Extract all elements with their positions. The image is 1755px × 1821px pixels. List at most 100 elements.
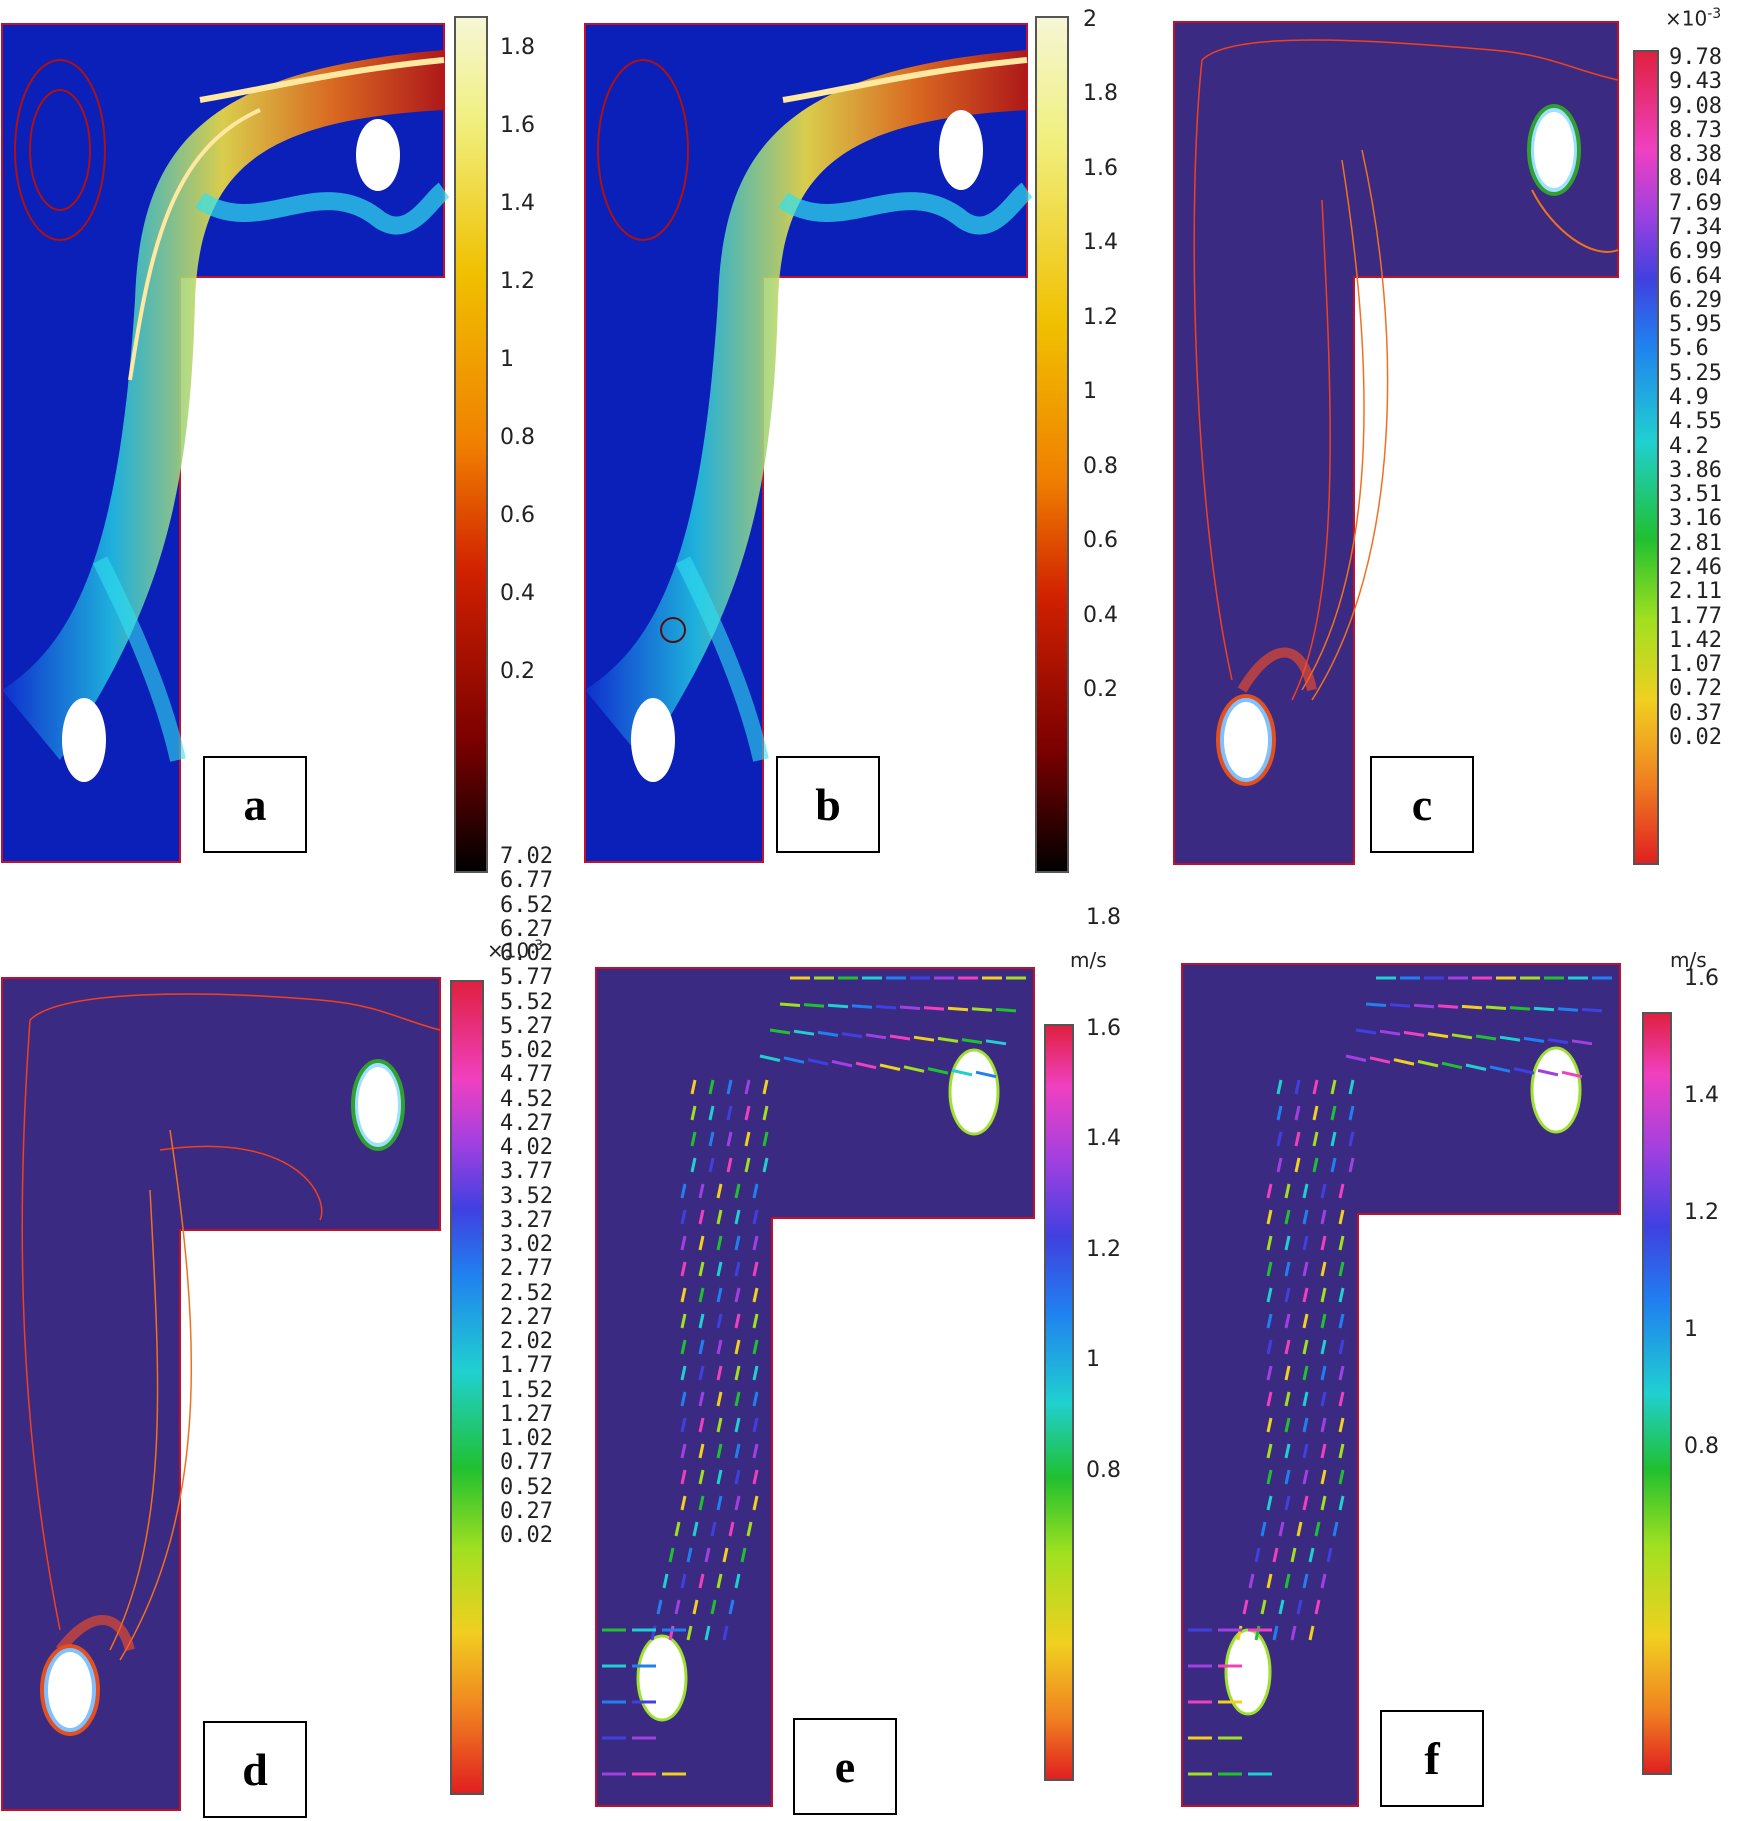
colorbar-d-tick: 0.02 [500,1523,553,1548]
velocity-arrow [1338,1391,1345,1407]
velocity-arrow [1523,1036,1545,1043]
velocity-arrow [708,1079,715,1095]
colorbar-f-tick: 0.8 [1684,1434,1719,1459]
velocity-arrow [698,1209,705,1225]
velocity-arrow [1338,1235,1345,1251]
colorbar-d-tick: 0.77 [500,1450,553,1476]
velocity-arrow [1302,1183,1309,1199]
panel-label-b: b [776,756,880,853]
colorbar-b-tick: 1.8 [1083,81,1118,107]
velocity-arrow [1266,1287,1273,1303]
velocity-arrow [728,1521,735,1537]
panel-d: d ×10-3 7.02 6.77 6.52 6.27 6.02 5.77 5.52 5.27… [0,844,583,1821]
velocity-arrow [710,1599,717,1615]
velocity-arrow [1330,1079,1337,1095]
colorbar-c-tick: 4.55 [1669,409,1722,435]
velocity-arrow [1320,1443,1327,1459]
velocity-arrow [728,1599,735,1615]
colorbar-d-tick: 6.27 [500,916,553,942]
velocity-arrow [1284,1573,1291,1589]
velocity-arrow [726,1131,733,1147]
velocity-arrow [1266,1417,1273,1433]
velocity-arrow [1403,1030,1425,1037]
colorbar-d-tick: 5.02 [500,1038,553,1063]
velocity-arrow [680,1287,687,1303]
velocity-arrow [744,1079,751,1095]
velocity-arrow [1312,1105,1319,1121]
colorbar-e-tick: 0.8 [1086,1458,1121,1483]
colorbar-c-tick: 0.02 [1669,725,1722,750]
colorbar-c-tick: 0.72 [1669,676,1722,702]
velocity-arrow [1369,1056,1391,1064]
velocity-arrow [744,1157,751,1173]
velocity-arrow [1294,1105,1301,1121]
velocity-arrow [716,1495,723,1511]
velocity-arrow [1302,1495,1309,1511]
colorbar-f-tick: 1.2 [1684,1200,1719,1225]
colorbar-c-tick: 7.69 [1669,190,1722,216]
colorbar-a-tick: 1.2 [500,269,535,294]
velocity-arrow [716,1339,723,1355]
velocity-arrow [1441,1061,1463,1070]
colorbar-d-tick: 4.77 [500,1062,553,1088]
velocity-arrow [1320,1365,1327,1381]
velocity-arrow [807,1058,829,1066]
colorbar-c-tick: 2.11 [1669,579,1722,605]
velocity-arrow [680,1495,687,1511]
velocity-arrow [1302,1469,1309,1485]
colorbar-b-tick: 1.2 [1083,304,1118,330]
panel-a: a 1.8 1.6 1.4 1.2 1 0.8 0.6 0.4 0.2 [0,0,560,880]
velocity-arrow [698,1261,705,1277]
velocity-arrow [1266,1443,1273,1459]
velocity-arrow [692,1521,699,1537]
colorbar-d-tick: 2.77 [500,1256,553,1282]
colorbar-d-tick: 4.02 [500,1135,553,1160]
velocity-arrow [1302,1417,1309,1433]
velocity-arrow [1338,1209,1345,1225]
velocity-arrow [1499,1035,1521,1042]
velocity-arrow [680,1417,687,1433]
velocity-arrow [759,1054,781,1062]
velocity-arrow [734,1365,741,1381]
velocity-arrow [831,1059,853,1068]
velocity-arrow [686,1625,693,1641]
velocity-arrow [762,1079,769,1095]
velocity-arrow [752,1443,759,1459]
velocity-arrow [708,1157,715,1173]
velocity-arrow [1302,1287,1309,1303]
velocity-arrow [1320,1391,1327,1407]
colorbar-f-ticks: 1.6 1.4 1.2 1 0.8 [1684,966,1754,1775]
velocity-arrow [674,1521,681,1537]
velocity-arrow [690,1105,697,1121]
velocity-arrow [1266,1573,1273,1589]
colorbar-c-tick: 5.95 [1669,312,1722,338]
contour-field-c [1173,21,1619,865]
velocity-arrow [1294,1131,1301,1147]
panel-c: c ×10-3 9.78 9.43 9.08 8.73 8.38 8.04 7.69 7.34… [1172,0,1755,880]
velocity-arrow [985,1039,1007,1046]
colorbar-a-tick: 0.2 [500,659,535,684]
velocity-arrow [680,1391,687,1407]
velocity-arrow [995,1007,1017,1013]
velocity-arrow [1266,1183,1273,1199]
velocity-arrow [1320,1287,1327,1303]
velocity-arrow [680,1235,687,1251]
velocity-arrow [716,1209,723,1225]
velocity-arrow [769,1028,791,1035]
colorbar-c-tick: 9.43 [1669,69,1722,95]
velocity-arrow [1302,1573,1309,1589]
colorbar-b-tick: 0.8 [1083,453,1118,479]
colorbar-b-tick: 1.6 [1083,155,1118,181]
panel-label-f: f [1380,1710,1484,1807]
colorbar-e-unit: m/s [1070,948,1107,972]
velocity-arrow [726,1105,733,1121]
velocity-arrow [680,1313,687,1329]
velocity-arrow [1547,1038,1569,1045]
velocity-arrow [708,1131,715,1147]
velocity-arrow [726,1157,733,1173]
velocity-arrow [1461,1004,1483,1010]
colorbar-f-unit: m/s [1670,948,1707,972]
colorbar-c-tick: 6.99 [1669,239,1722,265]
velocity-arrow [734,1495,741,1511]
velocity-arrow [1465,1063,1487,1071]
